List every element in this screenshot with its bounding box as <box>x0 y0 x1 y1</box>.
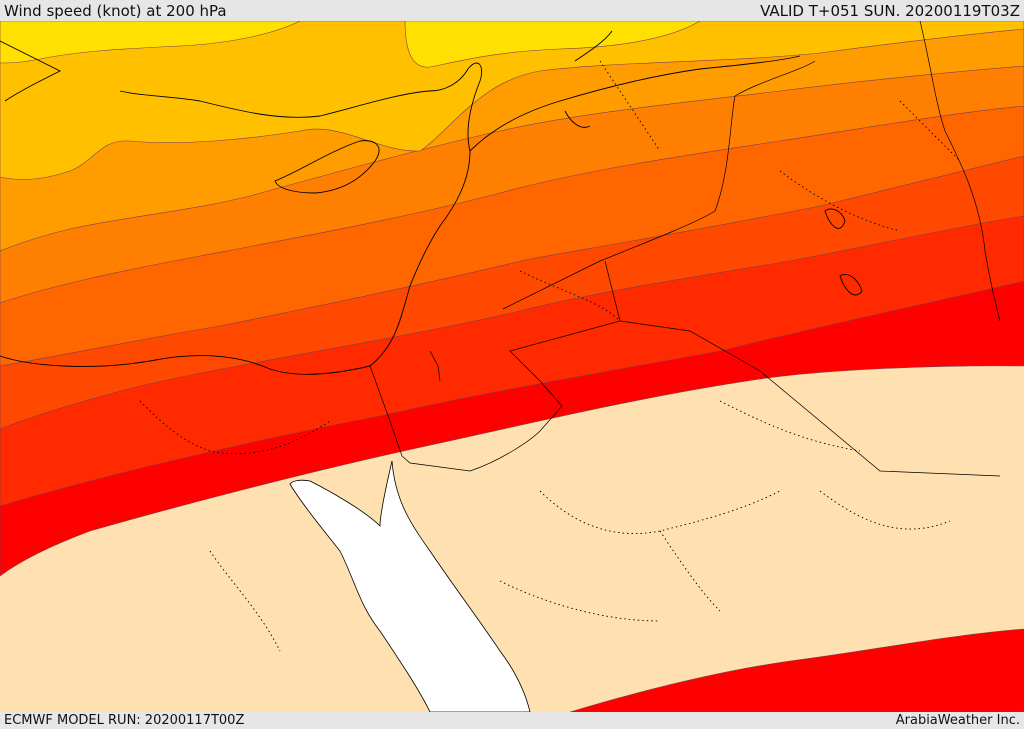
red-sea <box>289 460 531 712</box>
country-borders <box>369 21 1001 477</box>
credit: ArabiaWeather Inc. <box>895 713 1020 728</box>
valid-time: VALID T+051 SUN. 20200119T03Z <box>760 2 1020 20</box>
band-1-east <box>404 21 701 68</box>
map-title: Wind speed (knot) at 200 hPa <box>4 2 227 20</box>
band-2 <box>0 21 1024 180</box>
map-header: Wind speed (knot) at 200 hPa VALID T+051… <box>0 0 1024 21</box>
coastlines <box>0 30 863 375</box>
band-1 <box>0 21 301 64</box>
wind-speed-map <box>0 21 1024 712</box>
model-run: ECMWF MODEL RUN: 20200117T00Z <box>4 713 245 728</box>
band-8-south <box>569 628 1024 712</box>
map-footer: ECMWF MODEL RUN: 20200117T00Z ArabiaWeat… <box>0 712 1024 729</box>
province-borders <box>139 60 961 652</box>
